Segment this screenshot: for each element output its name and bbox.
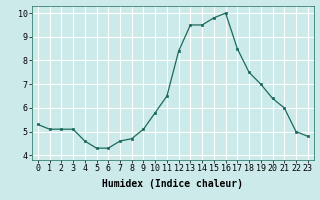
X-axis label: Humidex (Indice chaleur): Humidex (Indice chaleur) [102, 179, 243, 189]
